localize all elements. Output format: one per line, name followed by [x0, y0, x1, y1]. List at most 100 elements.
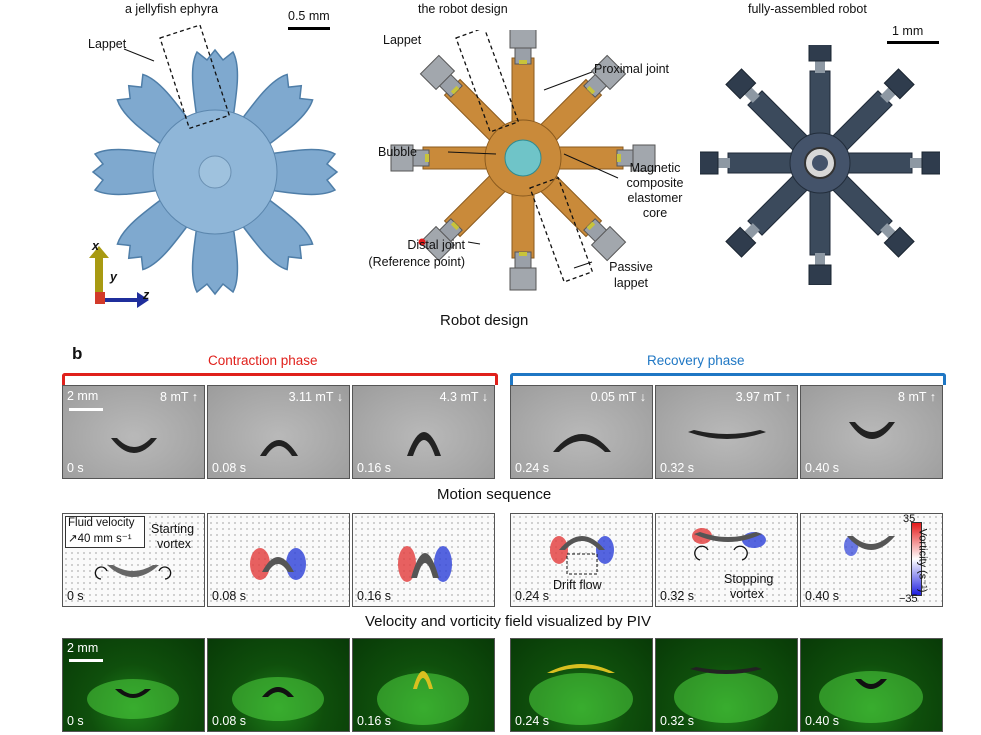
core-label-2: composite [626, 176, 684, 190]
frame-time: 0.08 s [212, 461, 247, 475]
ephyra-title: a jellyfish ephyra [125, 2, 219, 16]
piv-frame-4: Drift flow 0.24 s [510, 513, 653, 607]
field-strength: 3.97 mT ↑ [736, 390, 791, 404]
ephyra-lappet-pointer [123, 48, 155, 62]
bubble-label: Bubble [378, 145, 417, 159]
frame-time: 0.32 s [660, 714, 695, 728]
fluid-velocity-label: Fluid velocity [68, 517, 135, 529]
frame-time: 0.16 s [357, 461, 392, 475]
ephyra-lappet-label: Lappet [88, 37, 127, 51]
dye-frame-1: 2 mm 0 s [62, 638, 205, 732]
motion-frame-1: 2 mm 8 mT ↑ 0 s [62, 385, 205, 479]
velocity-scale: ↗40 mm s⁻¹ [68, 531, 132, 545]
stopping-vortex-label-1: Stopping [724, 572, 774, 586]
dye-plume [529, 664, 633, 725]
frame-time: 0 s [67, 461, 84, 475]
panel-b-letter: b [72, 344, 83, 363]
dye-frame-2: 0.08 s [207, 638, 350, 732]
frame-time: 0.40 s [805, 461, 840, 475]
distal-joint-label-1: Distal joint [407, 238, 465, 252]
core-label-1: Magnetic [629, 161, 681, 175]
contraction-bracket [62, 373, 498, 385]
arrow-down-icon: ↓ [639, 390, 646, 404]
axis-y-label: y [110, 270, 117, 284]
colorbar-min-label: −35 [899, 593, 918, 605]
arrow-down-icon: ↓ [481, 390, 488, 404]
vorticity-field [550, 536, 614, 575]
core-label-4: core [642, 206, 668, 220]
colorbar-title: Vorticity (s⁻¹) [916, 528, 929, 593]
design-lappet-label: Lappet [383, 33, 422, 47]
starting-vortex-label-2: vortex [157, 537, 192, 551]
frame-time: 0.24 s [515, 714, 550, 728]
dye-plume [819, 671, 923, 723]
drift-flow-label: Drift flow [553, 578, 602, 592]
dye-plume [87, 679, 179, 719]
dye-plume [377, 671, 469, 725]
robot-silhouette [407, 432, 441, 456]
frame-time: 0.24 s [515, 461, 550, 475]
jellyfish-ephyra-image [92, 24, 338, 295]
field-strength-value: 8 mT [898, 390, 927, 404]
robot-silhouette [688, 430, 766, 439]
core-label-3: elastomer [627, 191, 683, 205]
motion-frame-6: 8 mT ↑ 0.40 s [800, 385, 943, 479]
motion-frame-2: 3.11 mT ↓ 0.08 s [207, 385, 350, 479]
assembled-robot-image [700, 45, 940, 285]
robot-silhouette [94, 565, 172, 580]
design-title: the robot design [418, 2, 508, 16]
arrow-up-icon: ↑ [929, 390, 936, 404]
motion-frame-4: 0.05 mT ↓ 0.24 s [510, 385, 653, 479]
field-strength-value: 3.11 mT [288, 390, 334, 404]
robot-silhouette [849, 422, 895, 439]
vorticity-field [844, 536, 895, 556]
motion-scale-label: 2 mm [67, 389, 99, 403]
vorticity-field [250, 548, 306, 580]
robot-silhouette [111, 438, 157, 453]
contraction-phase-label: Contraction phase [208, 353, 318, 368]
frame-time: 0.08 s [212, 714, 247, 728]
vorticity-colorbar [911, 522, 922, 596]
proximal-joint-label: Proximal joint [594, 62, 670, 76]
assembled-title: fully-assembled robot [748, 2, 867, 16]
frame-time: 0.40 s [805, 589, 840, 603]
piv-frame-3: 0.16 s [352, 513, 495, 607]
distal-joint-label-2: (Reference point) [368, 255, 465, 269]
velocity-legend-box [65, 516, 145, 548]
ephyra-scale-bar [288, 27, 330, 30]
passive-lappet-label-1: Passive [609, 260, 653, 274]
colorbar-max-label: 35 [903, 513, 916, 525]
frame-time: 0.32 s [660, 589, 695, 603]
field-strength: 4.3 mT ↓ [440, 390, 488, 404]
dye-frame-6: 0.40 s [800, 638, 943, 732]
dye-scale-label: 2 mm [67, 641, 99, 655]
field-strength-value: 0.05 mT [590, 390, 637, 404]
motion-sequence-title: Motion sequence [437, 486, 552, 503]
robot-silhouette [260, 440, 298, 456]
piv-frame-6: 35 −35 Vorticity (s⁻¹) 0.40 s [800, 513, 943, 607]
field-strength-value: 8 mT [160, 390, 189, 404]
axis-z-label: z [143, 288, 150, 302]
dye-frame-5: 0.32 s [655, 638, 798, 732]
velocity-scale-value: 40 mm s⁻¹ [77, 533, 132, 545]
frame-time: 0.32 s [660, 461, 695, 475]
field-strength-value: 3.97 mT [735, 390, 782, 404]
frame-time: 0.08 s [212, 589, 247, 603]
vorticity-field [398, 546, 452, 582]
passive-lappet-label-2: lappet [613, 276, 649, 290]
piv-title: Velocity and vorticity field visualized … [365, 613, 651, 630]
motion-scale-bar [69, 408, 103, 411]
robot-scale-label: 1 mm [892, 24, 924, 38]
arrow-up-icon: ↑ [784, 390, 791, 404]
field-strength: 3.11 mT ↓ [289, 390, 343, 404]
field-strength: 0.05 mT ↓ [591, 390, 646, 404]
stopping-vortex-label-2: vortex [730, 587, 765, 601]
recovery-bracket [510, 373, 946, 385]
field-strength-value: 4.3 mT [439, 390, 479, 404]
robot-silhouette [553, 434, 611, 452]
arrow-ne-icon: ↗ [68, 533, 78, 545]
axis-x-label: x [92, 239, 99, 253]
motion-frame-5: 3.97 mT ↑ 0.32 s [655, 385, 798, 479]
axes-triad [89, 246, 149, 308]
frame-time: 0.16 s [357, 714, 392, 728]
